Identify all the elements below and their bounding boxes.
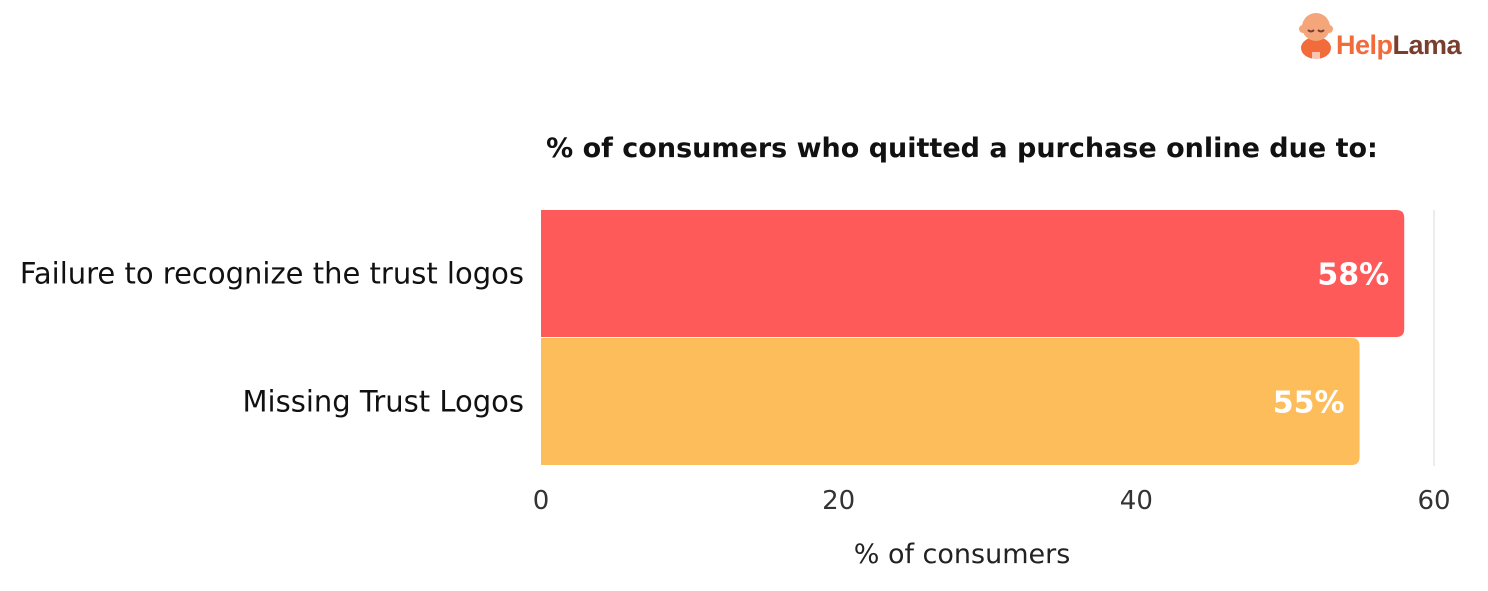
bar (541, 210, 1405, 337)
lama-mascot-icon (1299, 13, 1333, 60)
category-label: Failure to recognize the trust logos (20, 257, 524, 291)
x-tick-label: 0 (533, 486, 550, 516)
x-tick-label: 20 (822, 486, 855, 516)
logo-wordmark: HelpLama (1336, 30, 1462, 60)
chart-title: % of consumers who quitted a purchase on… (546, 133, 1378, 164)
x-tick-label: 60 (1417, 486, 1450, 516)
x-axis-label: % of consumers (854, 539, 1071, 570)
bar-data-label: 55% (1273, 386, 1345, 421)
logo-text-lama: Lama (1392, 30, 1462, 60)
x-tick-label: 40 (1120, 486, 1153, 516)
bar (541, 338, 1360, 465)
category-label: Missing Trust Logos (243, 385, 524, 419)
helplama-logo: HelpLama (1296, 8, 1476, 70)
logo-text-help: Help (1336, 30, 1393, 60)
bar-data-label: 58% (1317, 258, 1389, 293)
plot-area: 58% Failure to recognize the trust logos 5… (20, 210, 1451, 516)
